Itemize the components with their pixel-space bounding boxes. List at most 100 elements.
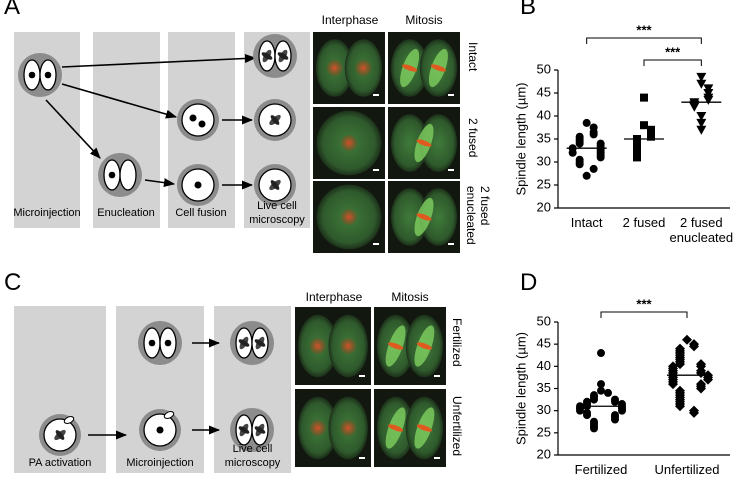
chromosome-image [416,424,432,432]
data-point [696,125,707,135]
step-label: Microinjection [126,457,194,469]
scale-bar [373,94,379,96]
step-label: Enucleation [97,207,155,219]
polar-body [163,411,175,419]
data-point [703,374,713,385]
y-tick-label: 20 [537,199,551,214]
data-point [703,89,714,98]
y-tick-label: 50 [537,61,551,76]
nucleus-image [341,135,357,151]
scale-bar [448,169,454,171]
chromosome-image [416,213,432,221]
step-label: Live cell microscopy [224,443,281,469]
chromosomes [238,426,250,434]
nucleus [108,171,116,179]
scale-bar [359,457,365,459]
y-tick-label: 35 [537,380,551,395]
chromosome-image [388,342,404,350]
panel-label: D [520,269,538,296]
data-point [703,95,714,105]
data-point [689,341,699,352]
column-header: Interphase [321,13,379,27]
chromosomes [261,52,273,60]
data-point [647,125,655,134]
row-label: Intact [466,42,480,72]
chromosomes [254,339,266,347]
data-point [675,401,685,412]
chromosome-image [430,64,446,72]
data-point [696,72,707,82]
data-point [575,160,584,169]
step-label: Cell fusion [175,207,227,219]
significance-label: *** [665,44,681,59]
nucleus [28,71,36,79]
y-axis-label: Spindle length (µm) [513,83,528,196]
column-header: Mitosis [391,290,429,304]
panel-label: A [4,0,21,20]
column-header: Mitosis [405,13,443,27]
significance-label: *** [636,22,652,37]
data-point [582,118,591,127]
chromosome-image [416,342,432,350]
row-label: 2 fused enucleated [464,186,492,245]
row-label: Fertilized [450,318,464,367]
y-axis-label: Spindle length (µm) [513,332,528,445]
y-tick-label: 25 [537,424,551,439]
arrows [45,53,257,190]
data-point [583,411,591,420]
chromosome-image [416,139,432,147]
y-tick-label: 20 [537,446,551,461]
nucleus-image [340,338,357,354]
chromosomes [270,115,280,125]
y-tick-label: 25 [537,176,551,191]
nucleus-image [326,60,343,76]
nucleus-image [340,420,357,436]
nucleus-image [309,420,326,436]
y-tick-label: 30 [537,153,551,168]
x-tick-label: Intact [570,215,603,230]
column-header: Interphase [305,290,363,304]
nucleus [148,339,156,347]
step-box [93,32,160,228]
data-point [590,424,598,433]
arrows [88,338,221,440]
y-tick-label: 45 [537,84,551,99]
chromosomes [238,339,250,347]
y-tick-label: 50 [537,313,551,328]
step-label: Live cell microscopy [249,200,305,226]
significance-bracket [600,311,688,318]
data-point [618,406,626,415]
data-point [647,132,655,141]
scale-bar [434,375,440,377]
data-point [689,102,700,112]
chromosome-image [402,64,418,72]
data-point [576,406,584,415]
data-point [668,379,678,390]
significance-label: *** [636,296,652,311]
chromosome-image [388,424,404,432]
chromosomes [277,52,289,60]
data-point [696,112,707,121]
data-point [597,386,605,395]
scale-bar [373,169,379,171]
data-point [604,388,612,397]
blastomere [119,159,137,191]
nucleus [198,120,206,128]
nucleus-image [309,338,326,354]
significance-bracket [586,37,702,44]
data-point [696,118,707,128]
chromosomes [55,430,65,440]
x-tick-label: Unfertilized [654,462,720,477]
x-tick-label: 2 fused enucleated [669,215,734,245]
scale-bar [373,243,379,245]
data-point [611,397,619,406]
x-tick-label: 2 fused [622,215,666,230]
row-label: Unfertilized [450,396,464,457]
data-point [582,171,591,180]
row-label: 2 fused [466,118,480,158]
data-point [596,153,605,162]
nucleus-image [355,60,372,76]
y-tick-label: 45 [537,336,551,351]
data-point [589,164,598,173]
